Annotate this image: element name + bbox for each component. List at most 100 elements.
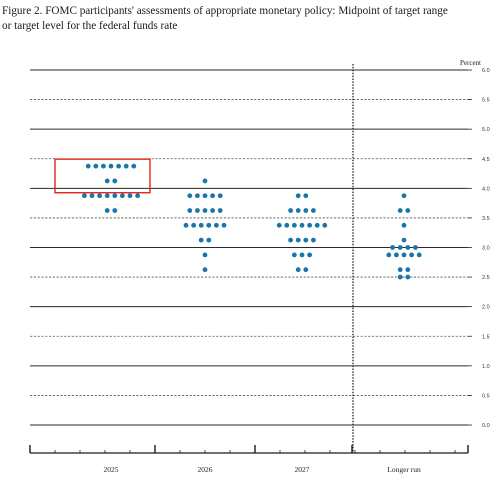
x-category-label: 2025 — [104, 465, 119, 474]
annotations — [54, 158, 151, 194]
y-tick-label: 4.5 — [482, 157, 490, 163]
participant-dot — [187, 193, 193, 199]
participant-dot — [202, 252, 208, 258]
participant-dot — [416, 252, 422, 258]
participant-dot — [97, 193, 102, 199]
y-tick-label: 1.0 — [482, 364, 490, 370]
participant-dot — [292, 252, 297, 258]
participant-dot — [311, 237, 316, 243]
x-category-label: Longer run — [387, 465, 421, 474]
participant-dot — [397, 245, 403, 250]
participant-dot — [307, 222, 312, 228]
participant-dot — [397, 274, 403, 280]
participant-dot — [288, 237, 293, 243]
y-tick-label: 0.5 — [482, 393, 490, 399]
participant-dot — [195, 193, 200, 199]
participant-dot — [112, 178, 118, 184]
participant-dot — [210, 208, 216, 213]
y-tick-label: 3.0 — [482, 246, 490, 252]
x-category-label: 2026 — [198, 465, 213, 474]
y-tick-label: 0.0 — [482, 423, 490, 429]
participant-dot — [311, 208, 316, 213]
dots — [82, 163, 422, 280]
participant-dot — [295, 193, 301, 199]
participant-dot — [127, 193, 133, 199]
participant-dot — [401, 252, 407, 258]
participant-dot — [112, 208, 118, 213]
participant-dot — [405, 274, 411, 280]
participant-dot — [101, 163, 106, 169]
participant-dot — [401, 193, 407, 199]
participant-dot — [386, 252, 392, 258]
participant-dot — [104, 193, 110, 199]
participant-dot — [295, 208, 301, 213]
participant-dot — [322, 222, 328, 228]
participant-dot — [93, 163, 99, 169]
figure-caption: Figure 2. FOMC participants' assessments… — [2, 4, 498, 33]
y-tick-label: 2.0 — [482, 305, 490, 311]
participant-dot — [221, 222, 227, 228]
participant-dot — [307, 252, 312, 258]
y-tick-label: 5.0 — [482, 127, 490, 133]
participant-dot — [183, 222, 189, 228]
highlight-box — [54, 158, 151, 194]
participant-dot — [288, 208, 293, 213]
participant-dot — [303, 237, 309, 243]
participant-dot — [397, 208, 403, 213]
participant-dot — [191, 222, 197, 228]
participant-dot — [89, 193, 95, 199]
participant-dot — [198, 222, 204, 228]
participant-dot — [401, 222, 407, 228]
y-tick-label: 4.0 — [482, 186, 490, 192]
participant-dot — [108, 163, 114, 169]
axes — [29, 64, 472, 454]
figure-caption-line-2: or target level for the federal funds ra… — [2, 19, 178, 32]
y-tick-label: 2.5 — [482, 275, 490, 281]
participant-dot — [405, 245, 411, 250]
participant-dot — [276, 222, 282, 228]
participant-dot — [413, 245, 418, 250]
participant-dot — [409, 252, 414, 258]
participant-dot — [299, 252, 305, 258]
participant-dot — [405, 208, 411, 213]
y-tick-label: 1.5 — [482, 334, 490, 340]
participant-dot — [206, 222, 212, 228]
y-tick-label: 3.5 — [482, 216, 490, 222]
participant-dot — [217, 193, 223, 199]
participant-dot — [112, 193, 118, 199]
y-tick-label: 5.5 — [482, 98, 490, 104]
participant-dot — [202, 267, 208, 273]
participant-dot — [295, 267, 301, 273]
participant-dot — [405, 267, 411, 273]
participant-dot — [116, 163, 121, 169]
participant-dot — [187, 208, 193, 213]
participant-dot — [206, 237, 212, 243]
y-tick-labels: 0.0 0.5 1.0 1.5 2.0 2.5 3.0 3.5 4.0 4.5 5.0 5.5 6.0 2… — [104, 59, 490, 474]
participant-dot — [123, 163, 129, 169]
participant-dot — [401, 237, 407, 243]
participant-dot — [131, 163, 137, 169]
participant-dot — [292, 222, 297, 228]
participant-dot — [284, 222, 290, 228]
figure-caption-line-1: Figure 2. FOMC participants' assessments… — [2, 5, 448, 17]
participant-dot — [214, 222, 219, 228]
y-tick-label: 6.0 — [482, 68, 490, 74]
participant-dot — [299, 222, 305, 228]
participant-dot — [314, 222, 320, 228]
y-axis-unit-label: Percent — [460, 59, 481, 67]
participant-dot — [303, 193, 309, 199]
participant-dot — [104, 208, 110, 213]
participant-dot — [397, 267, 403, 273]
participant-dot — [390, 245, 395, 250]
participant-dot — [85, 163, 91, 169]
participant-dot — [217, 208, 223, 213]
participant-dot — [202, 178, 208, 184]
participant-dot — [295, 237, 301, 243]
participant-dot — [198, 237, 204, 243]
participant-dot — [135, 193, 141, 199]
participant-dot — [82, 193, 87, 199]
participant-dot — [195, 208, 200, 213]
x-category-label: 2027 — [295, 465, 310, 474]
participant-dot — [202, 193, 208, 199]
participant-dot — [394, 252, 399, 258]
